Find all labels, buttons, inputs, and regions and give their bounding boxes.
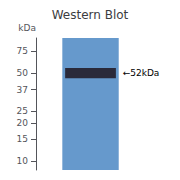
svg-text:75: 75 (17, 46, 28, 56)
svg-text:25: 25 (17, 106, 28, 116)
svg-text:kDa: kDa (18, 23, 36, 33)
svg-text:50: 50 (17, 68, 29, 78)
svg-text:15: 15 (17, 134, 28, 144)
svg-text:37: 37 (17, 85, 28, 95)
svg-text:10: 10 (17, 156, 29, 166)
svg-text:Western Blot: Western Blot (52, 8, 129, 22)
svg-text:20: 20 (17, 118, 29, 128)
svg-text:←52kDa: ←52kDa (123, 68, 160, 78)
